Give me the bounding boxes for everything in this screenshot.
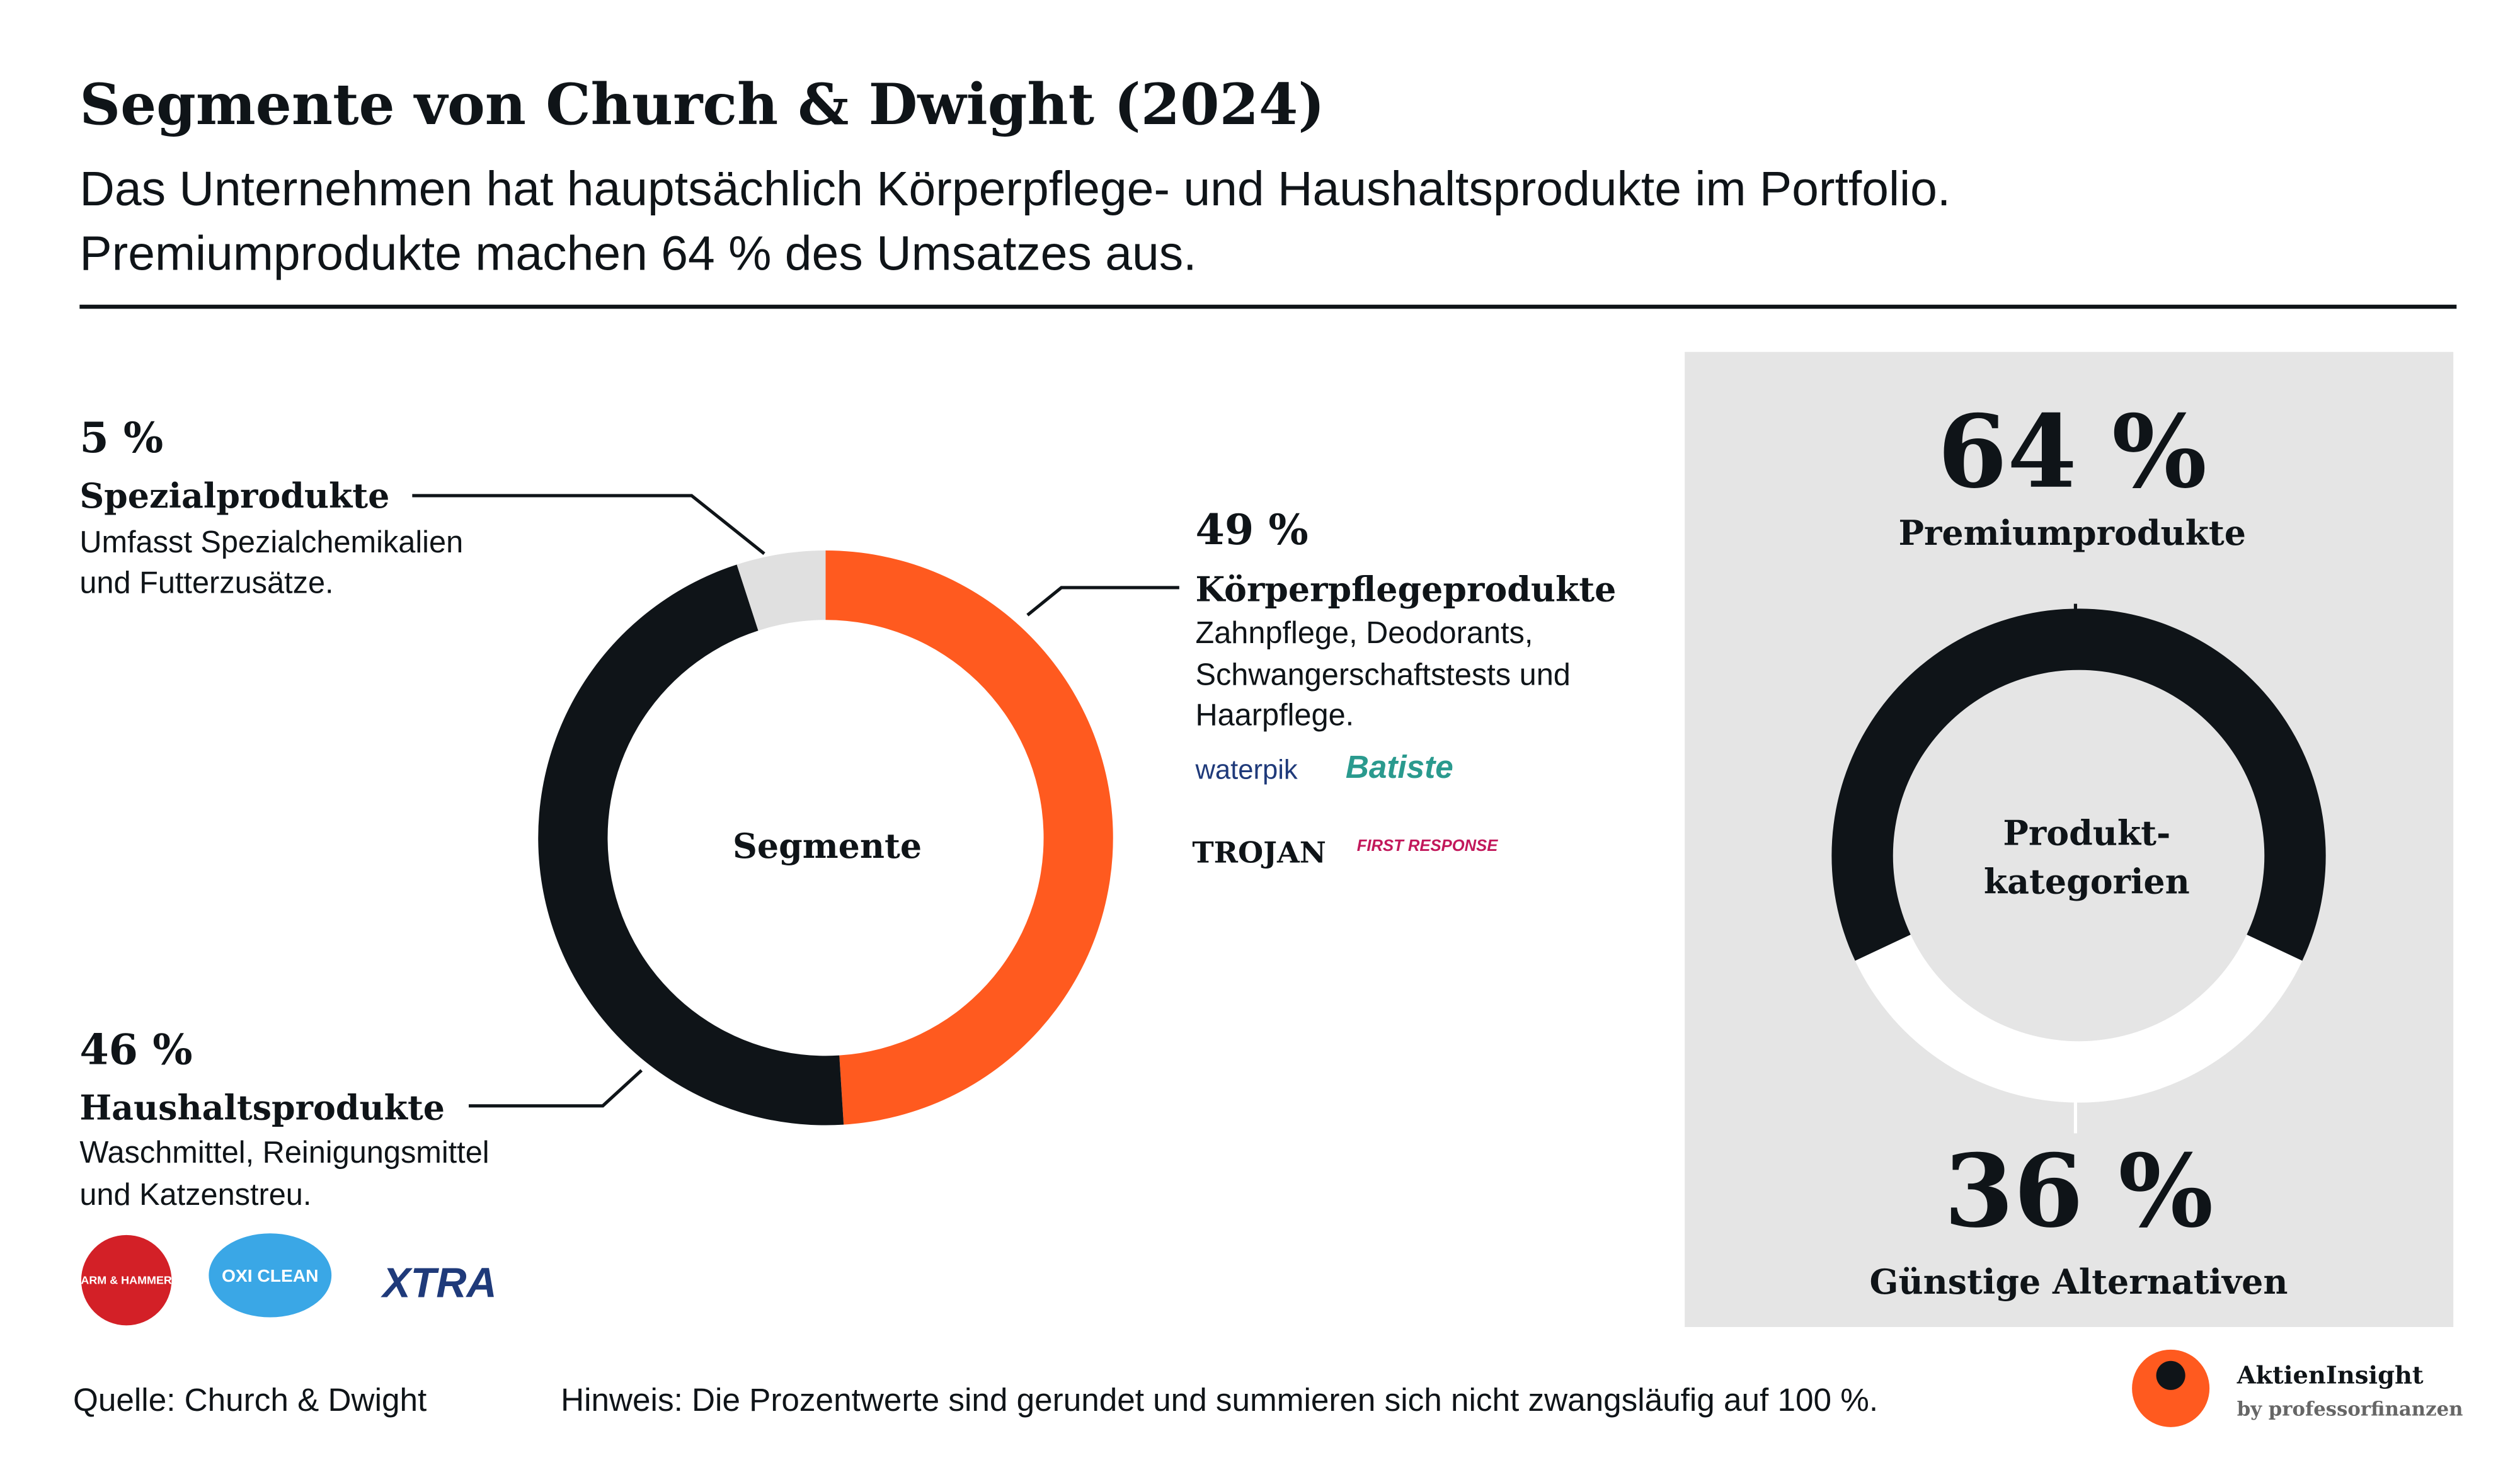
logo: ARM & HAMMER [81,1274,172,1287]
center-label: kategorien [1984,861,2190,901]
category-label: Spezialprodukte [79,476,389,516]
donut-segment [825,550,1113,1125]
logo-badge [209,1233,332,1318]
donut-segment [736,550,826,631]
logo: Batiste [1346,749,1453,785]
subtitle: Das Unternehmen hat hauptsächlich Körper… [79,162,1950,216]
value-label: 36 % [1944,1133,2213,1250]
description: Waschmittel, Reinigungsmittel [79,1136,489,1170]
description: und Katzenstreu. [79,1178,311,1212]
avatar [2156,1360,2185,1390]
brand: AktienInsight [2236,1361,2424,1389]
description: und Futterzusätze. [79,566,333,600]
center-label: Produkt- [2003,813,2170,853]
logo: waterpik [1194,755,1297,785]
logo-badge [81,1234,172,1326]
logo: OXI CLEAN [222,1265,318,1285]
logo: TROJAN [1192,835,1326,869]
value-label: 49 % [1195,504,1308,554]
description: Haarpflege. [1195,698,1354,732]
note: Hinweis: Die Prozentwerte sind gerundet … [561,1382,1878,1418]
leader-line [1026,586,1179,617]
leader-line [469,1069,643,1108]
title: Segmente von Church & Dwight (2024) [79,72,1325,138]
category-label: Haushaltsprodukte [79,1087,445,1127]
description: Zahnpflege, Deodorants, [1195,616,1533,650]
source: Quelle: Church & Dwight [73,1382,427,1418]
donut-segment [1855,934,2303,1103]
logo: FIRST RESPONSE [1357,837,1498,855]
description: Umfasst Spezialchemikalien [79,525,463,559]
subtitle: Premiumprodukte machen 64 % des Umsatzes… [79,226,1196,280]
category-label: Körperpflegeprodukte [1195,569,1616,610]
leader-line [412,494,765,556]
category-label: Günstige Alternativen [1870,1262,2288,1302]
logo: XTRA [380,1260,496,1307]
description: Schwangerschaftstests und [1195,658,1570,692]
brand-sub: by professorfinanzen [2237,1398,2463,1421]
value-label: 64 % [1938,394,2207,511]
donut-segment [538,564,844,1126]
category-label: Premiumprodukte [1899,513,2247,553]
value-label: 5 % [79,413,163,462]
center-label: Segmente [733,826,922,866]
donut-segment [1831,608,2326,961]
value-label: 46 % [79,1025,192,1074]
